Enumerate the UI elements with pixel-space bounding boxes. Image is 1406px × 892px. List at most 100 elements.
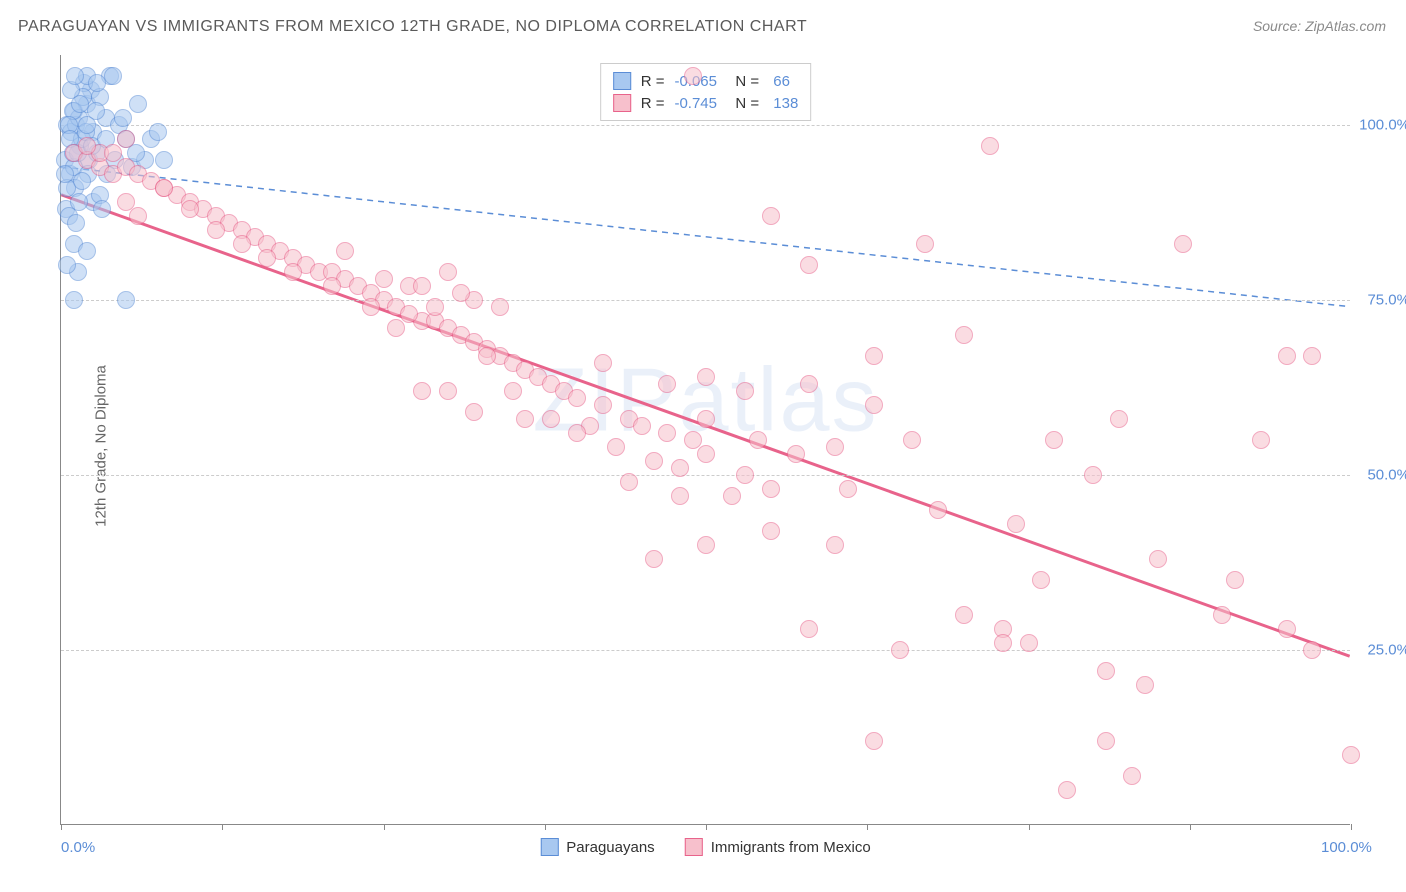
scatter-point — [1097, 732, 1115, 750]
scatter-point — [1278, 620, 1296, 638]
scatter-point — [452, 284, 470, 302]
scatter-point — [620, 473, 638, 491]
legend-series-label: Immigrants from Mexico — [711, 839, 871, 856]
scatter-point — [1252, 431, 1270, 449]
scatter-point — [516, 410, 534, 428]
scatter-point — [826, 536, 844, 554]
scatter-point — [916, 235, 934, 253]
chart-plot-area: ZIPatlas R = -0.065 N = 66 R = -0.745 N … — [60, 55, 1350, 825]
scatter-point — [684, 67, 702, 85]
scatter-point — [66, 67, 84, 85]
legend-swatch — [540, 838, 558, 856]
gridline — [61, 650, 1350, 651]
scatter-point — [891, 641, 909, 659]
scatter-point — [117, 291, 135, 309]
scatter-point — [129, 207, 147, 225]
scatter-point — [478, 347, 496, 365]
scatter-point — [1342, 746, 1360, 764]
x-tick-mark — [1351, 824, 1352, 830]
scatter-point — [439, 382, 457, 400]
scatter-point — [1149, 550, 1167, 568]
trend-lines-layer — [61, 55, 1350, 824]
scatter-point — [865, 347, 883, 365]
legend-n-label: N = — [727, 95, 759, 112]
scatter-point — [723, 487, 741, 505]
scatter-point — [594, 396, 612, 414]
scatter-point — [542, 410, 560, 428]
scatter-point — [400, 305, 418, 323]
scatter-point — [67, 214, 85, 232]
scatter-point — [1303, 347, 1321, 365]
legend-n-label: N = — [727, 73, 759, 90]
scatter-point — [697, 368, 715, 386]
y-tick-label: 50.0% — [1367, 467, 1406, 484]
legend-r-label: R = — [641, 95, 665, 112]
scatter-point — [697, 536, 715, 554]
source-attribution: Source: ZipAtlas.com — [1253, 18, 1386, 34]
scatter-point — [336, 242, 354, 260]
scatter-point — [981, 137, 999, 155]
scatter-point — [1007, 515, 1025, 533]
scatter-point — [1213, 606, 1231, 624]
scatter-point — [1058, 781, 1076, 799]
x-tick-label: 0.0% — [61, 839, 95, 856]
scatter-point — [568, 389, 586, 407]
legend-swatch — [613, 72, 631, 90]
scatter-point — [114, 109, 132, 127]
scatter-point — [1084, 466, 1102, 484]
scatter-point — [762, 207, 780, 225]
legend-series-item: Immigrants from Mexico — [685, 838, 871, 856]
x-tick-mark — [545, 824, 546, 830]
scatter-point — [903, 431, 921, 449]
scatter-point — [671, 459, 689, 477]
scatter-point — [736, 382, 754, 400]
legend-series-label: Paraguayans — [566, 839, 654, 856]
x-tick-mark — [706, 824, 707, 830]
scatter-point — [1097, 662, 1115, 680]
scatter-point — [78, 137, 96, 155]
scatter-point — [800, 620, 818, 638]
scatter-point — [697, 410, 715, 428]
scatter-point — [129, 95, 147, 113]
legend-n-value: 66 — [769, 73, 790, 90]
scatter-point — [633, 417, 651, 435]
x-tick-mark — [222, 824, 223, 830]
scatter-point — [323, 277, 341, 295]
scatter-point — [207, 221, 225, 239]
scatter-point — [93, 200, 111, 218]
scatter-point — [865, 732, 883, 750]
scatter-point — [413, 277, 431, 295]
scatter-point — [233, 235, 251, 253]
scatter-point — [258, 249, 276, 267]
x-tick-mark — [384, 824, 385, 830]
scatter-point — [1278, 347, 1296, 365]
scatter-point — [491, 298, 509, 316]
scatter-point — [58, 256, 76, 274]
legend-swatch — [685, 838, 703, 856]
scatter-point — [1045, 431, 1063, 449]
scatter-point — [658, 424, 676, 442]
scatter-point — [181, 200, 199, 218]
scatter-point — [826, 438, 844, 456]
scatter-point — [1226, 571, 1244, 589]
scatter-point — [362, 298, 380, 316]
scatter-point — [839, 480, 857, 498]
scatter-point — [736, 466, 754, 484]
scatter-point — [865, 396, 883, 414]
scatter-point — [787, 445, 805, 463]
scatter-point — [104, 144, 122, 162]
scatter-point — [658, 375, 676, 393]
scatter-point — [104, 67, 122, 85]
scatter-point — [645, 452, 663, 470]
scatter-point — [78, 116, 96, 134]
scatter-point — [413, 382, 431, 400]
legend-n-value: 138 — [769, 95, 798, 112]
scatter-point — [762, 480, 780, 498]
scatter-point — [155, 179, 173, 197]
scatter-point — [1032, 571, 1050, 589]
scatter-point — [149, 123, 167, 141]
legend-r-label: R = — [641, 73, 665, 90]
legend-r-value: -0.745 — [674, 95, 717, 112]
scatter-point — [1303, 641, 1321, 659]
gridline — [61, 125, 1350, 126]
